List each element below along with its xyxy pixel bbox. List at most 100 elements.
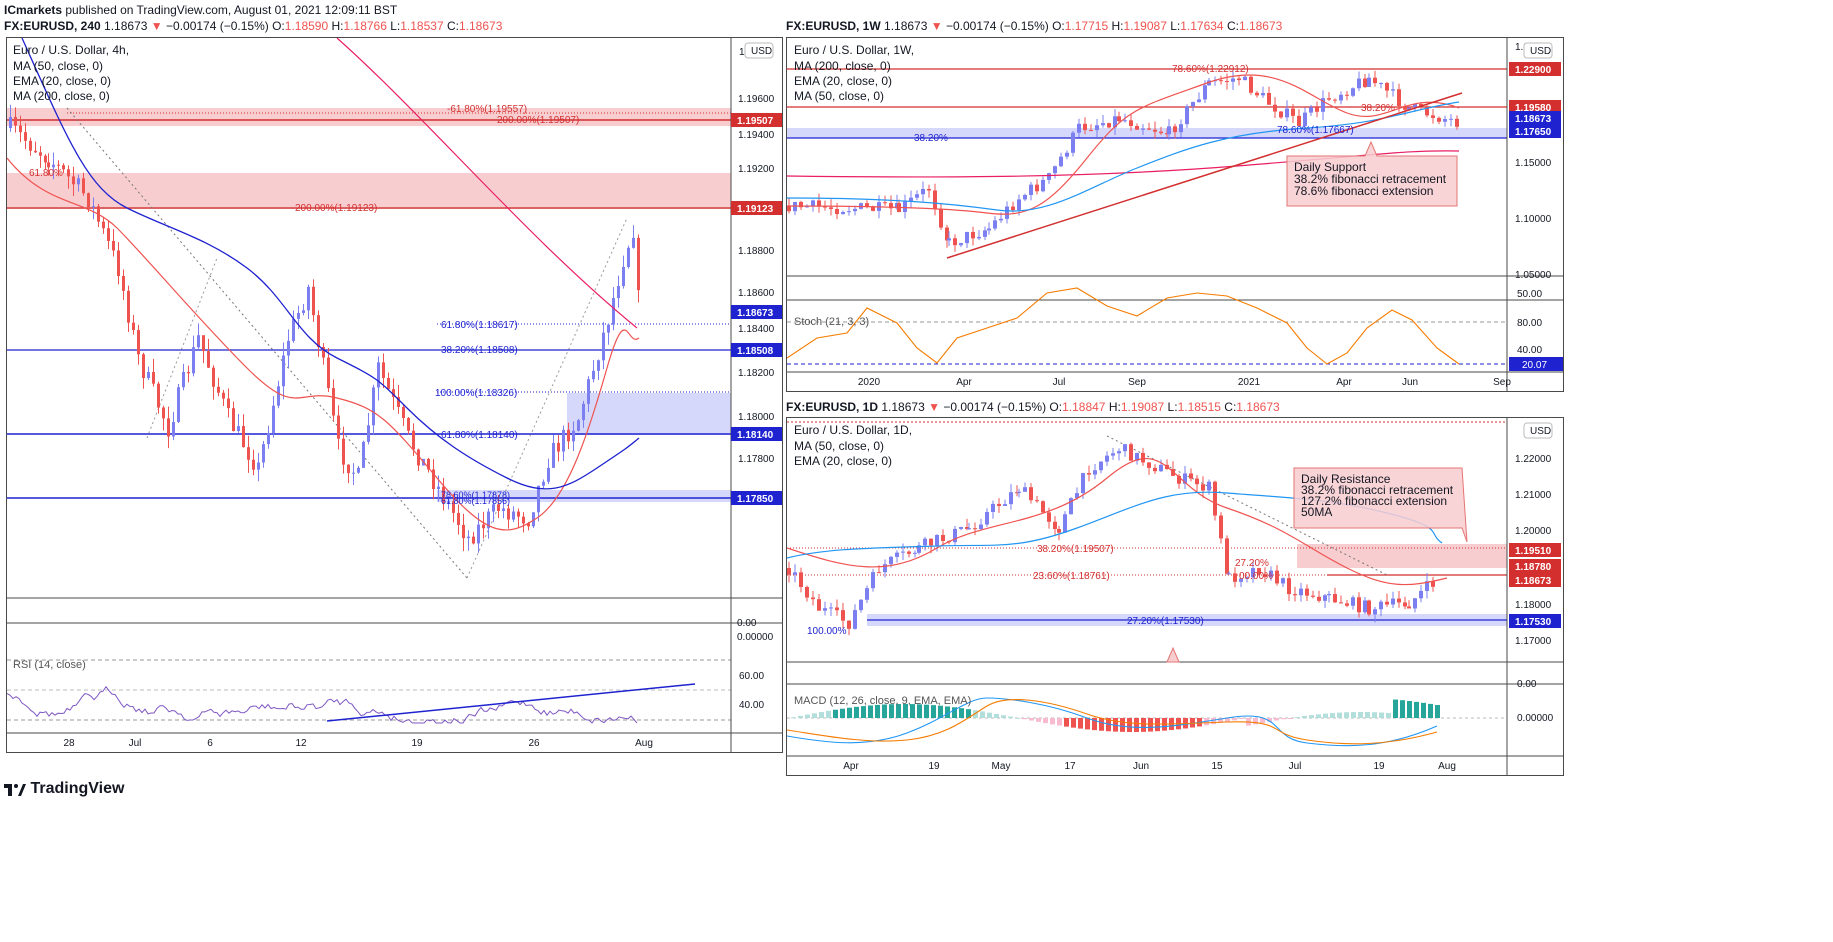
candle-body xyxy=(1219,515,1223,539)
candle-body xyxy=(342,438,345,465)
h4-fib-label: 61.80%(1.17856) xyxy=(441,496,510,506)
d1-currency-badge[interactable] xyxy=(1523,422,1553,439)
h4-currency-badge[interactable] xyxy=(744,42,774,59)
macd-bar xyxy=(1015,717,1020,719)
candle-body xyxy=(232,408,235,432)
h4-price-label-box xyxy=(731,305,782,319)
h4-fib-label: 61.80%(1.18617) xyxy=(441,320,518,331)
candle-body xyxy=(1141,453,1145,463)
candle-body xyxy=(122,275,125,291)
candle-body xyxy=(1057,529,1061,533)
candle-body xyxy=(432,469,435,489)
w1-support-callout xyxy=(1286,140,1458,207)
candle-body xyxy=(829,207,833,209)
w1-open: 1.17715 xyxy=(1064,19,1109,33)
d1-y-tick: 1.17000 xyxy=(1515,636,1552,647)
macd-bar xyxy=(931,705,936,718)
candle-body xyxy=(1059,156,1063,167)
brand-name: TradingView xyxy=(30,780,125,797)
candle-body xyxy=(1273,104,1277,112)
d1-callout-pointer xyxy=(1166,646,1180,663)
candle-body xyxy=(1327,594,1331,596)
h4-legend-item: MA (50, close, 0) xyxy=(13,59,103,73)
w1-price-label-box xyxy=(1509,111,1561,125)
candle-body xyxy=(917,545,921,553)
h4-chart-svg[interactable]: 1.196001.194001.192001.190001.188001.186… xyxy=(7,38,782,752)
d1-chart-panel[interactable]: 1.22000 1.21000 1.20000 1.18000 1.17000 1.19… xyxy=(786,417,1564,776)
macd-bar xyxy=(973,710,978,718)
macd-bar xyxy=(1386,712,1391,718)
h4-ema20-line xyxy=(7,157,640,531)
candle-body xyxy=(1005,206,1009,219)
d1-x-tick: Apr xyxy=(843,761,859,772)
candle-body xyxy=(1385,82,1389,91)
candle-body xyxy=(532,512,535,527)
macd-bar xyxy=(917,704,922,718)
candle-body xyxy=(1201,484,1205,491)
candle-body xyxy=(877,572,881,574)
candle-body xyxy=(1243,76,1247,81)
h4-y-tick: 1.19400 xyxy=(738,130,775,141)
w1-x-tick: 2020 xyxy=(858,377,881,388)
h4-top-tick: 1 xyxy=(739,47,745,58)
candle-body xyxy=(871,206,875,211)
w1-currency-badge[interactable] xyxy=(1523,42,1553,59)
candle-body xyxy=(1287,578,1291,595)
candle-body xyxy=(597,360,600,371)
candle-body xyxy=(127,290,130,323)
candle-body xyxy=(352,472,355,474)
w1-y-tick: 1.10000 xyxy=(1515,214,1552,225)
candle-body xyxy=(1191,102,1195,107)
candle-body xyxy=(1107,123,1111,128)
candle-body xyxy=(1023,487,1027,492)
candle-body xyxy=(1069,498,1073,515)
stoch-label: Stoch (21, 3, 3) xyxy=(794,316,869,328)
candle-body xyxy=(859,599,863,611)
h4-change: −0.00174 (−0.15%) xyxy=(166,19,269,33)
candle-body xyxy=(1239,578,1243,582)
candle-body xyxy=(1047,173,1051,180)
candle-body xyxy=(337,415,340,439)
candle-body xyxy=(1269,570,1273,578)
macd-bar xyxy=(868,705,873,718)
h4-price-label-box xyxy=(731,491,782,505)
candle-body xyxy=(1047,512,1051,522)
candle-body xyxy=(9,117,12,128)
candle-body xyxy=(965,231,969,244)
h4-y-tick: 1.18200 xyxy=(738,368,775,379)
macd-bar xyxy=(1120,718,1125,732)
candle-body xyxy=(1225,81,1229,83)
candle-body xyxy=(1087,473,1091,475)
candle-body xyxy=(1297,115,1301,126)
candle-body xyxy=(537,485,540,513)
h4-ma50-line xyxy=(21,38,640,490)
candle-body xyxy=(1309,107,1313,113)
d1-chart-svg[interactable]: 1.22000 1.21000 1.20000 1.18000 1.17000 1.19… xyxy=(787,418,1563,775)
candle-body xyxy=(799,572,803,587)
candle-body xyxy=(1431,115,1435,118)
w1-price-label: 1.18673 xyxy=(1515,114,1552,125)
candle-body xyxy=(1431,581,1435,587)
w1-legend-item: MA (50, close, 0) xyxy=(794,89,884,103)
d1-change: −0.00174 (−0.15%) xyxy=(943,400,1047,414)
macd-bar xyxy=(1155,718,1160,732)
candle-body xyxy=(1385,601,1389,605)
candle-body xyxy=(907,551,911,554)
rsi-line xyxy=(7,685,638,724)
candle-body xyxy=(447,501,450,503)
tradingview-logo[interactable]: TradingView xyxy=(4,780,124,798)
candle-body xyxy=(1345,94,1349,96)
w1-last: 1.18673 xyxy=(884,19,928,33)
macd-bar xyxy=(1141,718,1146,732)
candle-body xyxy=(1403,105,1407,110)
candle-body xyxy=(622,266,625,287)
h4-chart-panel[interactable]: 1.196001.194001.192001.190001.188001.186… xyxy=(6,37,783,753)
w1-price-label: 1.17650 xyxy=(1515,127,1552,138)
macd-bar xyxy=(1379,712,1384,718)
d1-x-tick: 15 xyxy=(1211,761,1223,772)
candle-body xyxy=(1101,123,1105,126)
h4-price-label-box xyxy=(731,343,782,357)
h4-fib-trend-line xyxy=(146,257,218,439)
